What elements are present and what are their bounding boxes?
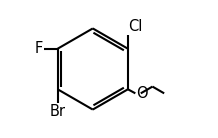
Text: F: F <box>35 41 43 56</box>
Text: O: O <box>136 86 148 101</box>
Text: Br: Br <box>50 104 66 119</box>
Text: Cl: Cl <box>129 19 143 34</box>
